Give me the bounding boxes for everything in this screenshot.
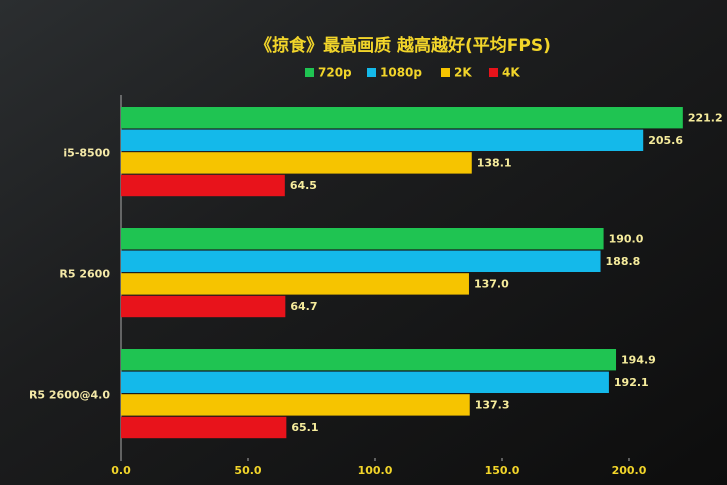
legend-label: 2K — [454, 66, 472, 80]
legend-swatch — [441, 68, 450, 77]
legend-label: 720p — [318, 66, 352, 80]
bar — [121, 129, 644, 151]
value-label: 205.6 — [648, 134, 683, 147]
value-label: 64.5 — [290, 179, 317, 192]
bar — [121, 416, 287, 439]
value-label: 192.1 — [614, 376, 649, 389]
x-tick-label: 200.0 — [612, 464, 647, 477]
y-tick-label: i5-8500 — [63, 147, 110, 160]
bar — [121, 295, 286, 318]
value-label: 190.0 — [609, 232, 644, 245]
x-tick-label: 150.0 — [485, 464, 520, 477]
bar — [121, 371, 609, 393]
legend-label: 4K — [502, 66, 520, 80]
bar — [121, 394, 470, 416]
x-tick-label: 50.0 — [234, 464, 261, 477]
y-tick-label: R5 2600 — [59, 268, 110, 281]
bar — [121, 349, 617, 371]
bar — [121, 107, 683, 129]
value-label: 221.2 — [688, 111, 723, 124]
value-label: 188.8 — [606, 255, 641, 268]
y-tick-label: R5 2600@4.0 — [29, 389, 110, 402]
legend-swatch — [305, 68, 314, 77]
legend-swatch — [367, 68, 376, 77]
bar — [121, 273, 469, 295]
bar — [121, 250, 601, 272]
bar — [121, 152, 472, 174]
legend-label: 1080p — [380, 66, 422, 80]
value-label: 194.9 — [621, 353, 656, 366]
bar — [121, 228, 604, 250]
value-label: 64.7 — [290, 300, 317, 313]
x-tick-label: 0.0 — [111, 464, 131, 477]
x-tick-label: 100.0 — [358, 464, 393, 477]
chart-title: 《掠食》最高画质 越高越好(平均FPS) — [255, 35, 551, 56]
bar — [121, 174, 285, 197]
value-label: 138.1 — [477, 157, 512, 170]
value-label: 137.0 — [474, 278, 509, 291]
value-label: 65.1 — [291, 421, 318, 434]
legend-swatch — [489, 68, 498, 77]
value-label: 137.3 — [475, 399, 510, 412]
